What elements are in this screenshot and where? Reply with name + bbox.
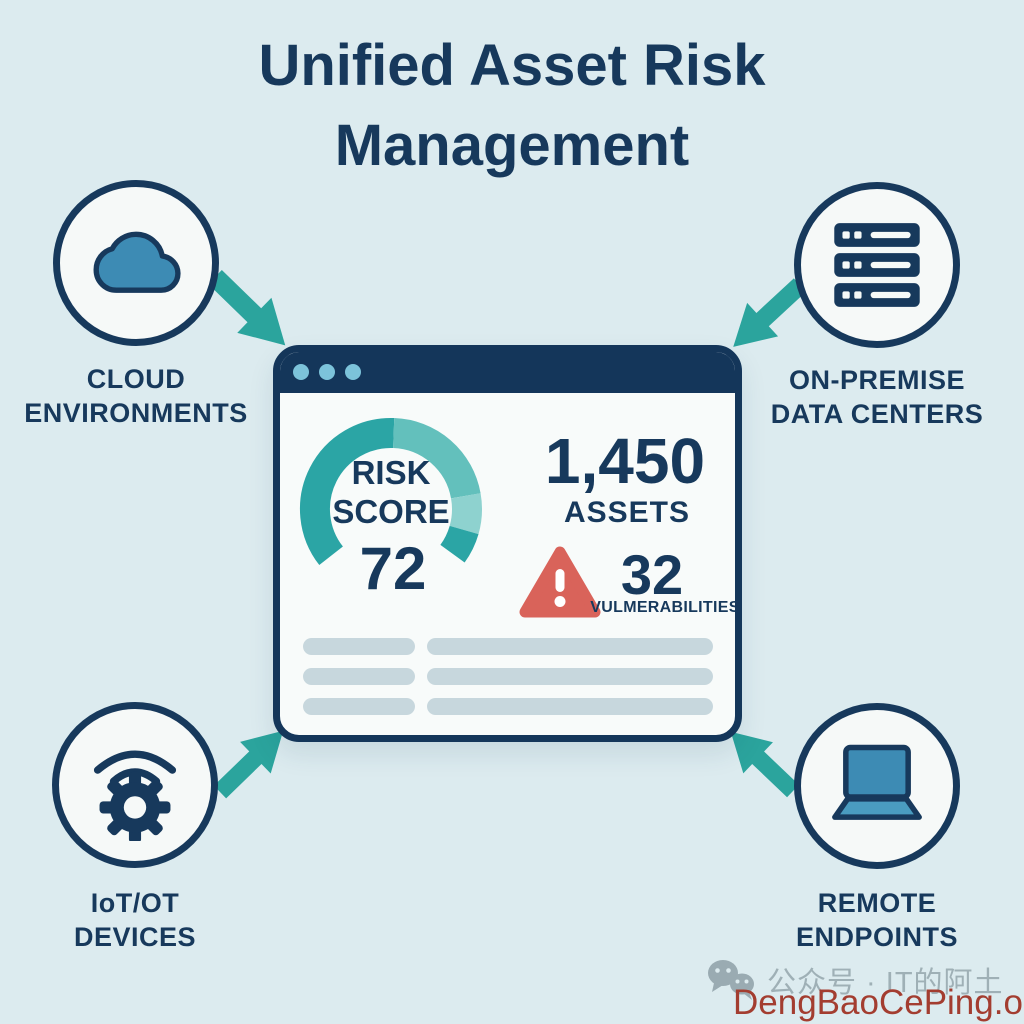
placeholder-bar-long (427, 698, 713, 715)
label-cloud-line1: CLOUD (86, 364, 186, 394)
risk-gauge-arc-dark-end (440, 525, 479, 563)
placeholder-bar-long (427, 668, 713, 685)
watermark-channel-row: 公众号 · IT的阿土 (706, 958, 1004, 1002)
risk-label-line1: RISK (351, 454, 431, 491)
node-on-premise (794, 182, 960, 348)
watermark-channel: 公众号 · IT的阿土 (767, 967, 1004, 999)
risk-gauge (299, 417, 482, 566)
placeholder-bar-long (427, 638, 713, 655)
window-dot-icon (293, 364, 309, 380)
label-iot-line2: DEVICES (73, 922, 197, 953)
vulnerabilities-value: 32 (620, 543, 684, 606)
risk-gauge-arc-dark (299, 417, 395, 566)
node-remote-endpoints (794, 703, 960, 869)
risk-score-label: RISK SCORE (291, 454, 491, 532)
label-onprem-line1: ON-PREMISE (788, 365, 966, 395)
label-cloud-environments: CLOUD ENVIRONMENTS (0, 362, 286, 430)
placeholder-bar-short (303, 668, 415, 685)
placeholder-bar-short (303, 638, 415, 655)
risk-gauge-arc-light (449, 493, 482, 535)
watermark-site: DengBaoCePing.org (733, 983, 1024, 1022)
gear-wifi-icon (93, 750, 177, 841)
label-remote-endpoints: REMOTE ENDPOINTS (727, 886, 1024, 954)
cloud-icon (93, 231, 181, 293)
page-title-line2: Management (334, 113, 690, 179)
page-title-line1: Unified Asset Risk (258, 33, 766, 98)
server-stack-icon (834, 223, 920, 307)
warning-triangle-icon (519, 546, 601, 618)
window-controls (293, 364, 361, 380)
dashboard-window: RISK SCORE 72 1,450 ASSETS 32 VULMERABIL… (273, 345, 742, 742)
window-dot-icon (345, 364, 361, 380)
node-cloud-environments (53, 180, 219, 346)
label-remote-line1: REMOTE (817, 888, 937, 918)
label-on-premise: ON-PREMISE DATA CENTERS (727, 363, 1024, 431)
label-onprem-line2: DATA CENTERS (770, 399, 984, 430)
label-iot-ot: IoT/OT DEVICES (0, 886, 285, 954)
laptop-icon (832, 744, 922, 820)
page-title: Unified Asset Risk Management (0, 26, 1024, 186)
risk-gauge-arc-medium (392, 418, 481, 499)
wechat-icon (708, 960, 754, 1000)
risk-label-line2: SCORE (332, 492, 450, 530)
vulnerabilities-label: VULMERABILITIES (590, 599, 740, 616)
label-cloud-line2: ENVIRONMENTS (24, 398, 248, 429)
placeholder-bar-short (303, 698, 415, 715)
risk-score-value: 72 (359, 535, 427, 602)
window-dot-icon (319, 364, 335, 380)
node-iot-ot (52, 702, 218, 868)
label-iot-line1: IoT/OT (90, 888, 180, 918)
assets-value: 1,450 (544, 425, 706, 497)
assets-label: ASSETS (563, 496, 691, 529)
window-titlebar (280, 352, 735, 393)
label-remote-line2: ENDPOINTS (795, 922, 959, 953)
